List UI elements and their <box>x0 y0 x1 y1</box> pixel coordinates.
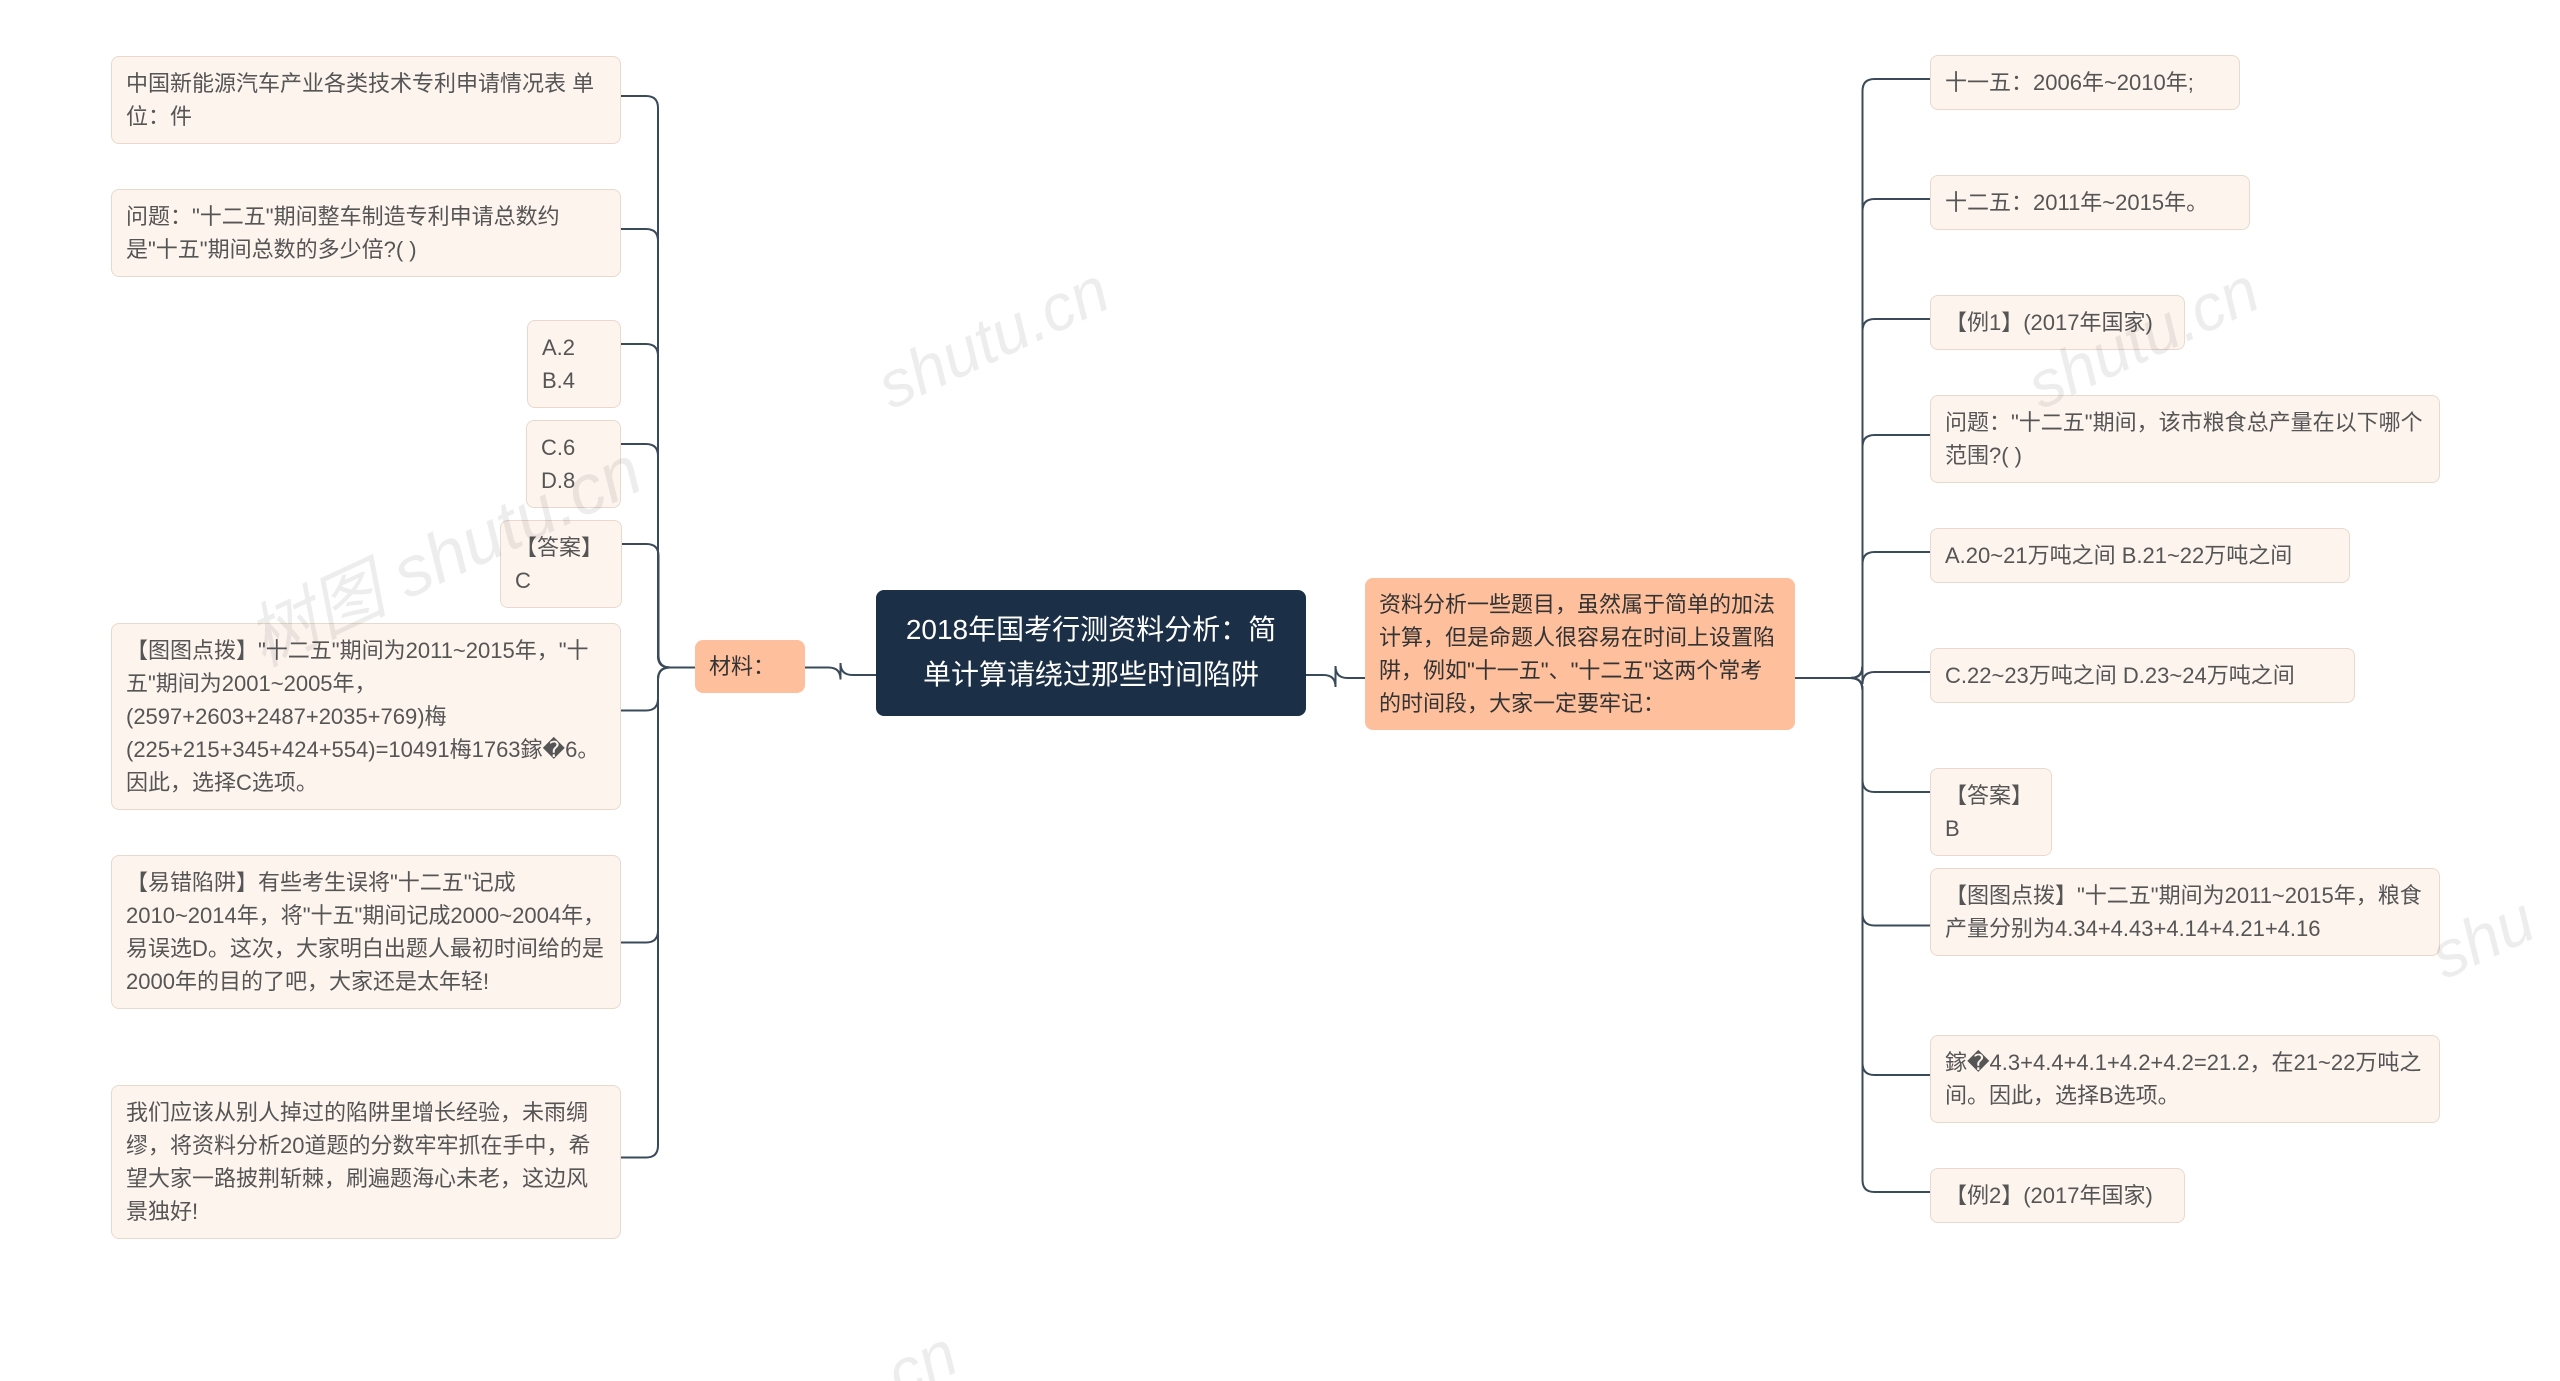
leaf-text: 【例2】(2017年国家) <box>1945 1183 2153 1208</box>
leaf-text: 中国新能源汽车产业各类技术专利申请情况表 单位：件 <box>126 71 594 129</box>
leaf-text: 我们应该从别人掉过的陷阱里增长经验，未雨绸缪，将资料分析20道题的分数牢牢抓在手… <box>126 1100 590 1224</box>
leaf-node: 十二五：2011年~2015年。 <box>1930 175 2250 230</box>
leaf-text: 【图图点拨】"十二五"期间为2011~2015年，"十五"期间为2001~200… <box>126 638 599 795</box>
leaf-node: 鎵�4.3+4.4+4.1+4.2+4.2=21.2，在21~22万吨之间。因此… <box>1930 1035 2440 1123</box>
leaf-text: 问题："十二五"期间整车制造专利申请总数约是"十五"期间总数的多少倍?( ) <box>126 204 560 262</box>
leaf-node: A.2 B.4 <box>527 320 621 408</box>
branch-node-left: 材料： <box>695 640 805 693</box>
leaf-node: 【答案】B <box>1930 768 2052 856</box>
root-node: 2018年国考行测资料分析：简单计算请绕过那些时间陷阱 <box>876 590 1306 716</box>
leaf-node: 【图图点拨】"十二五"期间为2011~2015年，"十五"期间为2001~200… <box>111 623 621 810</box>
leaf-text: 【例1】(2017年国家) <box>1945 310 2153 335</box>
leaf-node: 十一五：2006年~2010年; <box>1930 55 2240 110</box>
leaf-node: C.6 D.8 <box>526 420 621 508</box>
leaf-text: C.22~23万吨之间 D.23~24万吨之间 <box>1945 663 2295 688</box>
leaf-node: 中国新能源汽车产业各类技术专利申请情况表 单位：件 <box>111 56 621 144</box>
leaf-node: 【例2】(2017年国家) <box>1930 1168 2185 1223</box>
leaf-text: A.20~21万吨之间 B.21~22万吨之间 <box>1945 543 2292 568</box>
leaf-node: 【图图点拨】"十二五"期间为2011~2015年，粮食产量分别为4.34+4.4… <box>1930 868 2440 956</box>
leaf-text: 【易错陷阱】有些考生误将"十二五"记成2010~2014年，将"十五"期间记成2… <box>126 870 605 994</box>
leaf-text: 十一五：2006年~2010年; <box>1945 70 2194 95</box>
leaf-text: 【答案】C <box>515 535 603 593</box>
leaf-text: C.6 D.8 <box>541 435 575 493</box>
leaf-node: 【易错陷阱】有些考生误将"十二五"记成2010~2014年，将"十五"期间记成2… <box>111 855 621 1009</box>
leaf-node: 问题："十二五"期间，该市粮食总产量在以下哪个范围?( ) <box>1930 395 2440 483</box>
leaf-text: 【图图点拨】"十二五"期间为2011~2015年，粮食产量分别为4.34+4.4… <box>1945 883 2422 941</box>
branch-text: 资料分析一些题目，虽然属于简单的加法计算，但是命题人很容易在时间上设置陷阱，例如… <box>1379 592 1775 716</box>
leaf-node: C.22~23万吨之间 D.23~24万吨之间 <box>1930 648 2355 703</box>
leaf-node: 【答案】C <box>500 520 622 608</box>
branch-text: 材料： <box>709 654 775 679</box>
leaf-node: 我们应该从别人掉过的陷阱里增长经验，未雨绸缪，将资料分析20道题的分数牢牢抓在手… <box>111 1085 621 1239</box>
leaf-text: 鎵�4.3+4.4+4.1+4.2+4.2=21.2，在21~22万吨之间。因此… <box>1945 1050 2421 1108</box>
leaf-node: A.20~21万吨之间 B.21~22万吨之间 <box>1930 528 2350 583</box>
watermark: shutu.cn <box>866 252 1120 424</box>
leaf-node: 【例1】(2017年国家) <box>1930 295 2185 350</box>
root-text: 2018年国考行测资料分析：简单计算请绕过那些时间陷阱 <box>906 614 1276 690</box>
leaf-text: 【答案】B <box>1945 783 2033 841</box>
branch-node-right: 资料分析一些题目，虽然属于简单的加法计算，但是命题人很容易在时间上设置陷阱，例如… <box>1365 578 1795 730</box>
leaf-text: A.2 B.4 <box>542 335 575 393</box>
leaf-text: 十二五：2011年~2015年。 <box>1945 190 2208 215</box>
leaf-text: 问题："十二五"期间，该市粮食总产量在以下哪个范围?( ) <box>1945 410 2423 468</box>
leaf-node: 问题："十二五"期间整车制造专利申请总数约是"十五"期间总数的多少倍?( ) <box>111 189 621 277</box>
watermark: .cn <box>858 1315 968 1381</box>
